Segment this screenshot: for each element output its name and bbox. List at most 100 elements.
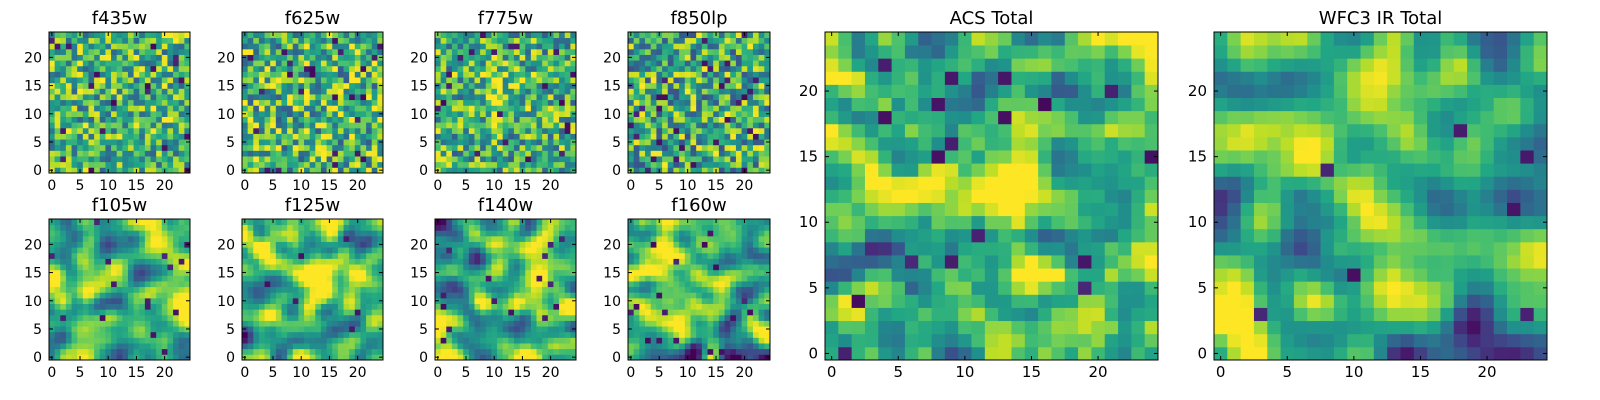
heatmap-cell (457, 116, 464, 123)
heatmap-cell (502, 167, 509, 174)
heatmap-cell (258, 337, 265, 344)
heatmap-cell (264, 127, 271, 134)
heatmap-cell (122, 224, 129, 231)
heatmap-cell (139, 297, 146, 304)
heatmap-cell (747, 297, 754, 304)
heatmap-cell (173, 281, 180, 288)
heatmap-cell (377, 219, 384, 226)
heatmap-cell (525, 88, 532, 95)
heatmap-cell (673, 88, 680, 95)
heatmap-cell (735, 122, 742, 129)
heatmap-cell (559, 48, 566, 55)
heatmap-cell (547, 161, 554, 168)
heatmap-cell (184, 144, 191, 151)
heatmap-cell (105, 286, 112, 293)
heatmap-cell (508, 314, 515, 321)
heatmap-cell (752, 161, 760, 168)
heatmap-cell (275, 88, 282, 95)
y-tick-label: 15 (410, 79, 428, 95)
heatmap-cell (270, 139, 277, 146)
heatmap-cell (184, 247, 191, 254)
heatmap-cell (111, 264, 118, 271)
heatmap-cell (354, 161, 361, 168)
heatmap-cell (446, 286, 453, 293)
heatmap-cell (111, 116, 118, 123)
heatmap-cell (320, 309, 327, 316)
heatmap-cell (360, 99, 367, 106)
heatmap-cell (94, 43, 101, 50)
heatmap-cell (485, 54, 492, 61)
heatmap-cell (645, 337, 652, 344)
heatmap-cell (247, 167, 254, 174)
heatmap-cell (309, 275, 316, 282)
heatmap-cell (122, 303, 129, 310)
heatmap-cell (99, 264, 106, 271)
heatmap-cell (275, 82, 282, 89)
heatmap-cell (446, 309, 453, 316)
heatmap-cell (747, 144, 754, 151)
heatmap-cell (77, 247, 84, 254)
heatmap-cell (667, 314, 674, 321)
heatmap-cell (536, 275, 543, 282)
heatmap-cell (525, 326, 532, 333)
heatmap-cell (161, 224, 168, 231)
heatmap-cell (645, 144, 652, 151)
heatmap-cell (60, 99, 67, 106)
heatmap-cell (485, 230, 492, 237)
heatmap-cell (502, 314, 509, 321)
heatmap-cell (270, 110, 277, 117)
heatmap-cell (65, 343, 72, 350)
heatmap-cell (513, 326, 520, 333)
heatmap-cell (315, 331, 322, 338)
heatmap-cell (54, 60, 61, 67)
heatmap-cell (88, 314, 95, 321)
heatmap-cell (315, 110, 322, 117)
heatmap-cell (559, 252, 566, 259)
heatmap-cell (320, 127, 327, 134)
heatmap-cell (463, 309, 470, 316)
heatmap-cell (264, 110, 271, 117)
heatmap-cell (474, 309, 481, 316)
heatmap-cell (707, 144, 714, 151)
heatmap-cell (451, 43, 458, 50)
heatmap-cell (304, 139, 311, 146)
heatmap-cell (633, 88, 640, 95)
heatmap-cell (684, 161, 691, 168)
heatmap-cell (735, 48, 742, 55)
heatmap-cell (127, 82, 134, 89)
heatmap-cell (508, 241, 515, 248)
heatmap-cell (553, 94, 560, 101)
heatmap-cell (446, 281, 453, 288)
heatmap-cell (508, 65, 515, 72)
heatmap-cell (360, 60, 367, 67)
heatmap-cell (315, 82, 322, 89)
heatmap-cell (730, 144, 737, 151)
heatmap-cell (105, 37, 112, 44)
heatmap-cell (139, 348, 146, 355)
heatmap-cell (65, 224, 72, 231)
heatmap-cell (690, 275, 697, 282)
heatmap-cell (354, 60, 361, 67)
heatmap-cell (542, 348, 549, 355)
heatmap-cell (65, 167, 72, 174)
heatmap-cell (82, 60, 89, 67)
heatmap-cell (713, 275, 720, 282)
heatmap-cell (645, 281, 652, 288)
heatmap-cell (457, 264, 464, 271)
heatmap-cell (161, 230, 168, 237)
heatmap-cell (435, 144, 442, 151)
heatmap-cell (440, 258, 447, 265)
heatmap-cell (559, 99, 566, 106)
heatmap-cell (525, 37, 532, 44)
heatmap-cell (99, 127, 106, 134)
heatmap-cell (127, 343, 134, 350)
heatmap-cell (474, 65, 481, 72)
heatmap-cell (343, 309, 350, 316)
heatmap-cell (292, 94, 299, 101)
heatmap-cell (730, 286, 737, 293)
heatmap-cell (343, 292, 350, 299)
heatmap-cell (536, 326, 543, 333)
heatmap-cell (281, 297, 288, 304)
heatmap-cell (60, 133, 67, 140)
heatmap-cell (513, 110, 520, 117)
